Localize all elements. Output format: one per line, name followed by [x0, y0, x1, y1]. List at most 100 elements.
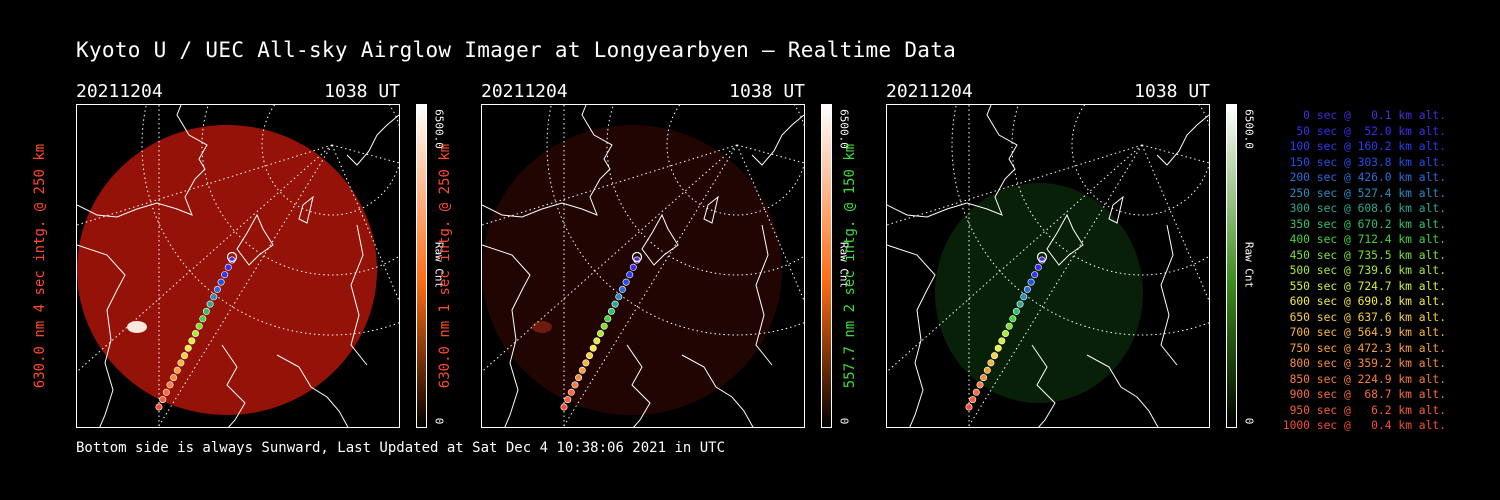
legend-item: 550 sec @ 724.7 km alt. [1289, 279, 1446, 293]
trajectory-point [221, 271, 229, 279]
color-bar [1226, 104, 1237, 428]
trajectory-point [965, 403, 973, 411]
trajectory-point [629, 263, 637, 271]
trajectory-point [159, 396, 167, 404]
trajectory-point [188, 337, 196, 345]
legend-item: 450 sec @ 735.5 km alt. [1289, 248, 1446, 262]
trajectory-point [199, 315, 207, 323]
trajectory-point [564, 396, 572, 404]
panel-date: 20211204 [886, 81, 973, 102]
panel-date: 20211204 [481, 81, 568, 102]
legend-item: 600 sec @ 690.8 km alt. [1289, 295, 1446, 308]
trajectory-point [177, 359, 185, 367]
station-marker [226, 251, 238, 263]
trajectory-point [192, 330, 200, 338]
graticule [887, 105, 1209, 427]
trajectory-point [1038, 256, 1046, 264]
trajectory-point [1005, 322, 1013, 330]
trajectory-point [1016, 300, 1024, 308]
trajectory-point [1020, 293, 1028, 301]
color-bar [821, 104, 832, 428]
trajectory-point [155, 403, 163, 411]
imager-panel-2: 20211204 1038 UT 630.0 nm 1 sec intg. @ … [437, 80, 881, 430]
trajectory-point [210, 293, 218, 301]
panel-side-label: 630.0 nm 1 sec intg. @ 250 km [437, 143, 453, 389]
trajectory-point [998, 337, 1006, 345]
legend-item: 250 sec @ 527.4 km alt. [1289, 186, 1446, 200]
legend-item: 350 sec @ 670.2 km alt. [1289, 217, 1446, 231]
legend-item: 700 sec @ 564.9 km alt. [1289, 326, 1446, 339]
color-bar [416, 104, 427, 428]
trajectory-point [1031, 271, 1039, 279]
panel-side-label: 630.0 nm 4 sec intg. @ 250 km [32, 143, 48, 389]
legend-item: 400 sec @ 712.4 km alt. [1289, 233, 1446, 246]
trajectory [155, 256, 236, 411]
trajectory [965, 256, 1046, 411]
legend-item: 900 sec @ 68.7 km alt. [1289, 388, 1446, 401]
graticule [482, 105, 804, 427]
legend-item: 150 sec @ 303.8 km alt. [1289, 155, 1446, 169]
station-marker [631, 251, 643, 263]
panel-time: 1038 UT [1134, 81, 1210, 102]
legend-item: 650 sec @ 637.6 km alt. [1289, 310, 1446, 324]
trajectory-point [976, 381, 984, 389]
trajectory-point [228, 256, 236, 264]
trajectory-point [170, 374, 178, 382]
trajectory-point [633, 256, 641, 264]
trajectory-point [195, 322, 203, 330]
trajectory-point [213, 285, 221, 293]
glow-spot [127, 321, 147, 333]
trajectory-point [202, 307, 210, 315]
trajectory-point [611, 300, 619, 308]
allsky-image [76, 104, 400, 428]
trajectory-point [972, 388, 980, 396]
allsky-image [481, 104, 805, 428]
panel-side-label: 557.7 nm 2 sec intg. @ 150 km [842, 143, 858, 389]
trajectory-legend: 0 sec @ 0.1 km alt. 50 sec @ 52.0 km alt… [1250, 108, 1446, 434]
coastline [887, 105, 1209, 427]
legend-item: 300 sec @ 608.6 km alt. [1289, 202, 1446, 215]
trajectory-point [600, 322, 608, 330]
legend-item: 50 sec @ 52.0 km alt. [1296, 124, 1446, 138]
trajectory-point [206, 300, 214, 308]
trajectory-point [604, 315, 612, 323]
trajectory-point [987, 359, 995, 367]
trajectory-point [217, 278, 225, 286]
trajectory-point [567, 388, 575, 396]
page-title: Kyoto U / UEC All-sky Airglow Imager at … [76, 38, 957, 62]
trajectory-point [571, 381, 579, 389]
trajectory-point [1012, 307, 1020, 315]
trajectory-point [1002, 330, 1010, 338]
legend-item: 0 sec @ 0.1 km alt. [1303, 109, 1446, 122]
graticule [77, 105, 399, 427]
legend-item: 800 sec @ 359.2 km alt. [1289, 357, 1446, 370]
trajectory-point [162, 388, 170, 396]
trajectory-point [184, 344, 192, 352]
trajectory-point [1009, 315, 1017, 323]
trajectory-point [224, 263, 232, 271]
trajectory-point [593, 337, 601, 345]
trajectory-point [1023, 285, 1031, 293]
legend-item: 200 sec @ 426.0 km alt. [1289, 171, 1446, 184]
trajectory-point [173, 366, 181, 374]
trajectory-point [578, 366, 586, 374]
trajectory-point [589, 344, 597, 352]
trajectory-point [582, 359, 590, 367]
trajectory-point [586, 352, 594, 360]
legend-item: 850 sec @ 224.9 km alt. [1289, 372, 1446, 386]
trajectory-point [166, 381, 174, 389]
trajectory-point [626, 271, 634, 279]
trajectory-point [618, 285, 626, 293]
legend-item: 100 sec @ 160.2 km alt. [1289, 140, 1446, 153]
panel-date: 20211204 [76, 81, 163, 102]
trajectory-point [1034, 263, 1042, 271]
legend-item: 1000 sec @ 0.4 km alt. [1282, 419, 1446, 432]
glow-spot [532, 321, 552, 333]
trajectory-point [994, 344, 1002, 352]
footer-status: Bottom side is always Sunward, Last Upda… [76, 440, 726, 456]
trajectory-point [181, 352, 189, 360]
trajectory-point [969, 396, 977, 404]
imager-panel-1: 20211204 1038 UT 630.0 nm 4 sec intg. @ … [32, 80, 476, 430]
imager-panel-3: 20211204 1038 UT 557.7 nm 2 sec intg. @ … [842, 80, 1286, 430]
station-marker [1036, 251, 1048, 263]
